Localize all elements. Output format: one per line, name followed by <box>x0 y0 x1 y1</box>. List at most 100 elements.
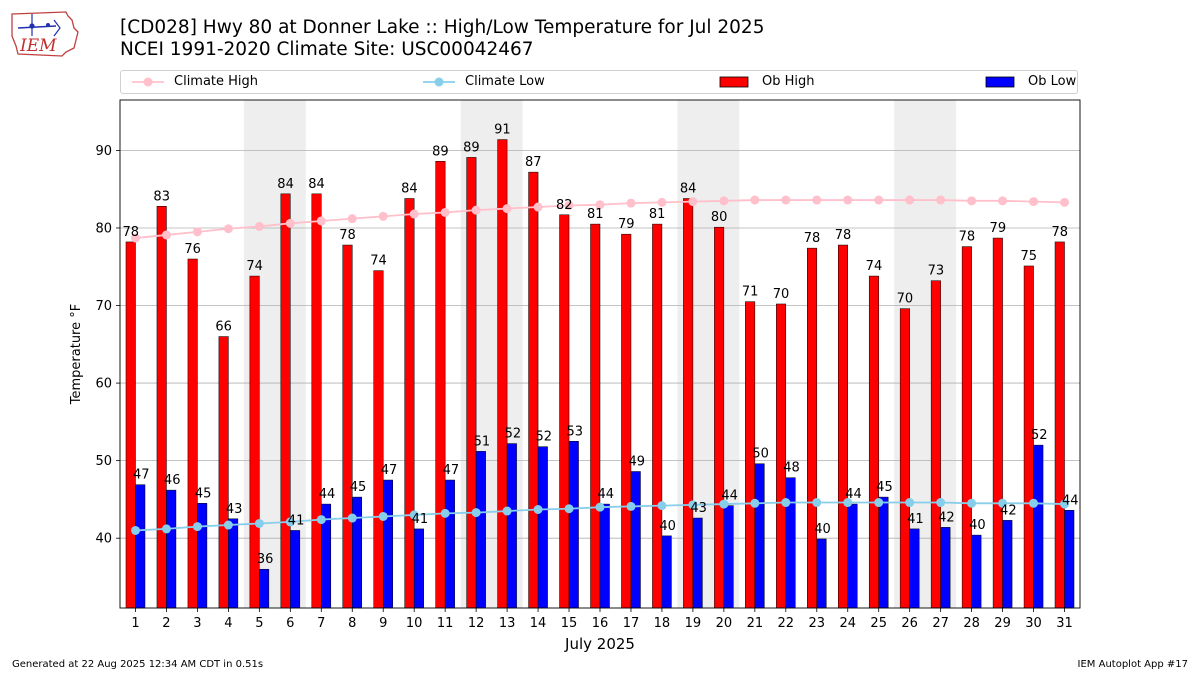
x-tick-label-13: 13 <box>499 616 516 631</box>
y-tick-label-50: 50 <box>95 454 112 469</box>
ob-high-label-23: 78 <box>804 231 821 246</box>
legend-climate-high-label: Climate High <box>174 74 259 89</box>
chart-title: [CD028] Hwy 80 at Donner Lake :: High/Lo… <box>120 17 764 61</box>
climate-high-point-1 <box>130 233 140 243</box>
legend-ob-low-label: Ob Low <box>1028 74 1077 89</box>
climate-low-point-13 <box>502 506 512 516</box>
ob-low-bar-18 <box>661 535 672 609</box>
legend-ob-high-marker <box>719 76 749 88</box>
climate-low-point-3 <box>192 522 202 532</box>
data-labels: 78 47 83 46 76 45 66 43 74 36 84 41 84 44 78 45 74 47 84 41… <box>122 123 1078 568</box>
ob-high-bar-23 <box>807 247 818 609</box>
x-tick-label-25: 25 <box>870 616 887 631</box>
x-tick-label-6: 6 <box>286 616 294 631</box>
legend-climate-low-label: Climate Low <box>465 74 545 89</box>
ob-low-bar-12 <box>475 451 486 609</box>
climate-low-point-2 <box>161 524 171 534</box>
climate-low-point-25 <box>874 498 884 508</box>
ob-low-bar-20 <box>723 505 734 609</box>
climate-low-point-8 <box>347 513 357 523</box>
ob-high-label-25: 74 <box>866 259 883 274</box>
climate-high-point-28 <box>967 196 977 206</box>
climate-high-point-6 <box>285 218 295 228</box>
ob-high-label-14: 87 <box>525 155 542 170</box>
ob-high-bar-22 <box>776 303 787 609</box>
ob-high-label-7: 84 <box>308 177 325 192</box>
x-tick-label-28: 28 <box>963 616 980 631</box>
ob-high-label-6: 84 <box>277 177 294 192</box>
y-tick-label-90: 90 <box>95 144 112 159</box>
ob-low-bar-1 <box>135 484 146 609</box>
climate-low-point-5 <box>254 518 264 528</box>
climate-low-point-24 <box>843 498 853 508</box>
x-tick-label-29: 29 <box>994 616 1011 631</box>
ob-low-bar-29 <box>1002 520 1013 609</box>
x-tick-label-24: 24 <box>839 616 856 631</box>
climate-high-point-15 <box>564 200 574 210</box>
climate-high-point-10 <box>409 209 419 219</box>
ob-high-bar-27 <box>930 280 941 609</box>
ob-high-bar-26 <box>899 308 910 609</box>
app-name: IEM Autoplot App #17 <box>1077 659 1188 670</box>
x-tick-label-19: 19 <box>685 616 702 631</box>
ob-high-label-17: 79 <box>618 217 635 232</box>
ob-high-label-10: 84 <box>401 181 418 196</box>
y-axis-label: Temperature °F <box>69 304 84 405</box>
bars <box>125 139 1075 609</box>
climate-low-point-31 <box>1060 499 1070 509</box>
ob-high-label-27: 73 <box>928 264 945 279</box>
iem-logo: IEM <box>11 11 79 57</box>
x-tick-label-14: 14 <box>530 616 547 631</box>
ob-high-label-20: 80 <box>711 210 728 225</box>
ob-low-label-2: 46 <box>164 473 181 488</box>
x-tick-label-17: 17 <box>623 616 640 631</box>
climate-high-point-20 <box>719 196 729 206</box>
ob-low-bar-10 <box>413 528 424 609</box>
ob-low-label-29: 42 <box>1000 503 1017 518</box>
climate-low-point-23 <box>812 498 822 508</box>
ob-low-bar-24 <box>847 503 858 609</box>
climate-low-point-7 <box>316 515 326 525</box>
climate-high-point-25 <box>874 195 884 205</box>
ob-low-label-30: 52 <box>1031 428 1048 443</box>
ob-high-bar-15 <box>559 214 570 609</box>
x-tick-label-9: 9 <box>379 616 387 631</box>
x-tick-label-31: 31 <box>1056 616 1073 631</box>
ob-high-bar-14 <box>528 171 539 609</box>
ob-high-label-9: 74 <box>370 254 387 269</box>
climate-high-point-17 <box>626 198 636 208</box>
ob-low-bar-14 <box>537 446 548 609</box>
climate-high-point-13 <box>502 204 512 214</box>
generated-timestamp: Generated at 22 Aug 2025 12:34 AM CDT in… <box>12 659 264 670</box>
ob-high-bar-1 <box>125 241 136 609</box>
ob-high-bar-11 <box>435 161 446 609</box>
ob-low-bar-11 <box>444 479 455 609</box>
ob-low-label-17: 49 <box>628 454 645 469</box>
climate-lines <box>130 195 1070 535</box>
climate-low-point-16 <box>595 502 605 512</box>
ob-high-label-12: 89 <box>463 140 480 155</box>
ob-high-bar-10 <box>404 198 415 609</box>
ob-low-label-20: 44 <box>721 489 738 504</box>
ob-low-bar-3 <box>197 503 208 609</box>
ob-high-label-13: 91 <box>494 123 511 138</box>
ob-low-label-1: 47 <box>133 468 150 483</box>
ob-low-label-9: 47 <box>381 463 398 478</box>
ob-low-label-16: 44 <box>597 487 614 502</box>
ob-low-bar-2 <box>166 489 177 609</box>
y-tick-label-70: 70 <box>95 299 112 314</box>
ob-low-bar-25 <box>878 496 889 609</box>
climate-low-point-17 <box>626 501 636 511</box>
climate-high-point-14 <box>533 202 543 212</box>
climate-low-point-10 <box>409 510 419 520</box>
climate-high-point-31 <box>1060 197 1070 207</box>
ob-high-bar-3 <box>187 258 198 609</box>
ob-low-bar-22 <box>785 477 796 609</box>
ob-high-label-2: 83 <box>153 189 170 204</box>
x-tick-label-5: 5 <box>255 616 263 631</box>
ob-high-bar-2 <box>156 206 167 609</box>
ob-low-label-28: 40 <box>969 518 986 533</box>
ob-low-label-25: 45 <box>876 480 893 495</box>
climate-low-point-27 <box>936 498 946 508</box>
